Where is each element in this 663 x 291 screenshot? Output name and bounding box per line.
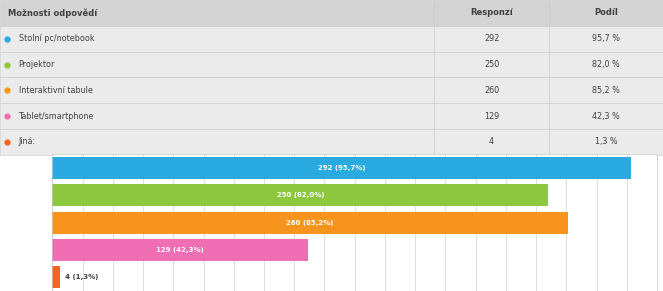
Text: Stolní pc/notebook: Stolní pc/notebook bbox=[19, 34, 94, 43]
Bar bbox=[52, 157, 631, 179]
Text: Interaktivní tabule: Interaktivní tabule bbox=[19, 86, 92, 95]
Bar bbox=[0, 0, 434, 26]
Text: 85,2 %: 85,2 % bbox=[592, 86, 620, 95]
Text: Tablet/smartphone: Tablet/smartphone bbox=[19, 112, 94, 120]
Text: 250: 250 bbox=[484, 60, 499, 69]
Bar bbox=[549, 26, 663, 52]
Bar bbox=[0, 26, 434, 52]
Text: Projektor: Projektor bbox=[19, 60, 55, 69]
Text: 1,3 %: 1,3 % bbox=[595, 137, 617, 146]
Bar bbox=[434, 0, 549, 26]
Text: Responzí: Responzí bbox=[470, 8, 513, 17]
Bar bbox=[0, 77, 434, 103]
Bar bbox=[52, 212, 568, 234]
Bar bbox=[434, 103, 549, 129]
Bar bbox=[549, 0, 663, 26]
Text: 4: 4 bbox=[489, 137, 494, 146]
Bar bbox=[434, 77, 549, 103]
Bar bbox=[549, 77, 663, 103]
Text: Možnosti odpovědí: Možnosti odpovědí bbox=[8, 8, 97, 18]
Bar bbox=[549, 129, 663, 155]
Text: 95,7 %: 95,7 % bbox=[592, 34, 620, 43]
Text: 250 (82,0%): 250 (82,0%) bbox=[276, 192, 324, 198]
Text: 260 (85,2%): 260 (85,2%) bbox=[286, 220, 333, 226]
Text: 292: 292 bbox=[484, 34, 499, 43]
Bar bbox=[0, 52, 434, 77]
Bar bbox=[434, 52, 549, 77]
Text: Jiná:: Jiná: bbox=[19, 137, 36, 146]
Text: 4 (1,3%): 4 (1,3%) bbox=[65, 274, 98, 280]
Bar bbox=[434, 129, 549, 155]
Bar bbox=[549, 52, 663, 77]
Bar bbox=[52, 239, 308, 261]
Bar bbox=[434, 26, 549, 52]
Text: 82,0 %: 82,0 % bbox=[592, 60, 620, 69]
Text: 129: 129 bbox=[484, 112, 499, 120]
Bar bbox=[0, 103, 434, 129]
Text: 129 (42,3%): 129 (42,3%) bbox=[156, 247, 204, 253]
Bar bbox=[52, 266, 60, 288]
Bar bbox=[549, 103, 663, 129]
Bar bbox=[0, 129, 434, 155]
Bar bbox=[52, 184, 548, 206]
Text: 42,3 %: 42,3 % bbox=[592, 112, 620, 120]
Text: 292 (95,7%): 292 (95,7%) bbox=[318, 165, 365, 171]
Text: 260: 260 bbox=[484, 86, 499, 95]
Text: Podíl: Podíl bbox=[594, 8, 618, 17]
